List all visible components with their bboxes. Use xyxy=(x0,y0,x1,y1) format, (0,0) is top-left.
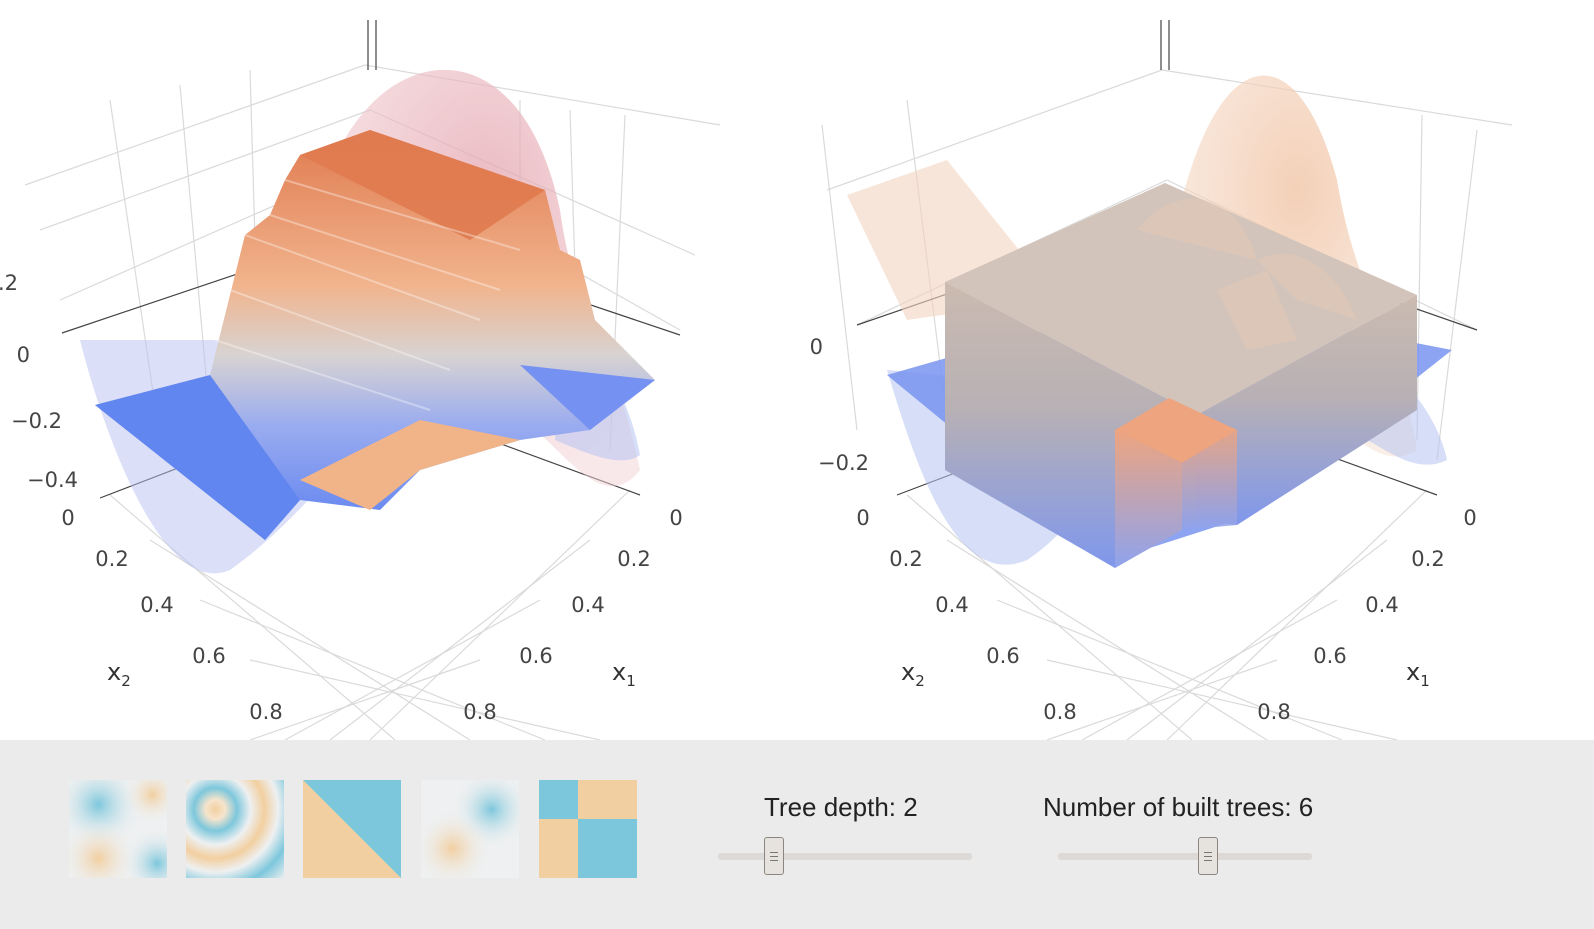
z-tick: 0 xyxy=(17,343,30,367)
function-preview-icon xyxy=(186,780,284,878)
num-trees-slider-handle[interactable] xyxy=(1197,837,1218,875)
x2-tick: 0.8 xyxy=(249,700,282,724)
control-panel: Tree depth: 2 Number of built trees: 6 xyxy=(0,740,1594,929)
preset-rings[interactable] xyxy=(186,780,284,878)
z-tick: −0.2 xyxy=(818,451,869,475)
x1-tick: 0.8 xyxy=(463,700,496,724)
x1-tick: 0.4 xyxy=(1365,593,1398,617)
x2-tick: 0.6 xyxy=(192,644,225,668)
function-preview-icon xyxy=(539,780,637,878)
z-tick: −0.4 xyxy=(27,468,78,492)
x2-tick: 0.2 xyxy=(95,547,128,571)
x2-tick: 0.4 xyxy=(935,593,968,617)
function-preview-icon xyxy=(303,780,401,878)
x1-tick: 0.2 xyxy=(1411,547,1444,571)
x2-tick: 0.2 xyxy=(889,547,922,571)
function-preview-icon xyxy=(421,780,519,878)
surface-plot-ensemble[interactable]: 0 −0.2 0 0.2 0.4 0.6 0.8 0 0.2 0.4 0.6 0… xyxy=(797,0,1594,740)
x2-tick: 0.8 xyxy=(1043,700,1076,724)
z-tick: 0 xyxy=(810,335,823,359)
x2-tick: 0 xyxy=(856,506,869,530)
tree-depth-slider-handle[interactable] xyxy=(763,837,784,875)
x1-tick: 0.8 xyxy=(1257,700,1290,724)
x1-tick: 0.4 xyxy=(571,593,604,617)
x2-tick: 0.4 xyxy=(140,593,173,617)
num-trees-label: Number of built trees: 6 xyxy=(1043,792,1314,822)
x2-axis-title: x2 xyxy=(901,658,925,690)
z-tick: .2 xyxy=(0,271,18,295)
x2-tick: 0.6 xyxy=(986,644,1019,668)
x2-tick: 0 xyxy=(61,506,74,530)
x1-tick: 0 xyxy=(1463,506,1476,530)
x1-tick: 0 xyxy=(669,506,682,530)
z-tick: −0.2 xyxy=(11,409,62,433)
preset-diagonal-blobs[interactable] xyxy=(421,780,519,878)
x2-axis-title: x2 xyxy=(107,658,131,690)
preset-diagonal-split[interactable] xyxy=(303,780,401,878)
x1-tick: 0.6 xyxy=(519,644,552,668)
tree-depth-slider[interactable] xyxy=(718,853,972,860)
x1-tick: 0.2 xyxy=(617,547,650,571)
surface-plot-depth[interactable]: .2 0 −0.2 −0.4 0 0.2 0.4 0.6 0.8 0 0.2 0… xyxy=(0,0,797,740)
tree-depth-label: Tree depth: 2 xyxy=(764,792,918,822)
preset-checkerboard[interactable] xyxy=(539,780,637,878)
x1-axis-title: x1 xyxy=(612,658,636,690)
x1-axis-title: x1 xyxy=(1406,658,1430,690)
x1-tick: 0.6 xyxy=(1313,644,1346,668)
num-trees-slider[interactable] xyxy=(1058,853,1312,860)
plots-area: .2 0 −0.2 −0.4 0 0.2 0.4 0.6 0.8 0 0.2 0… xyxy=(0,0,1594,740)
function-preview-icon xyxy=(69,780,167,878)
preset-quadrants-soft[interactable] xyxy=(69,780,167,878)
